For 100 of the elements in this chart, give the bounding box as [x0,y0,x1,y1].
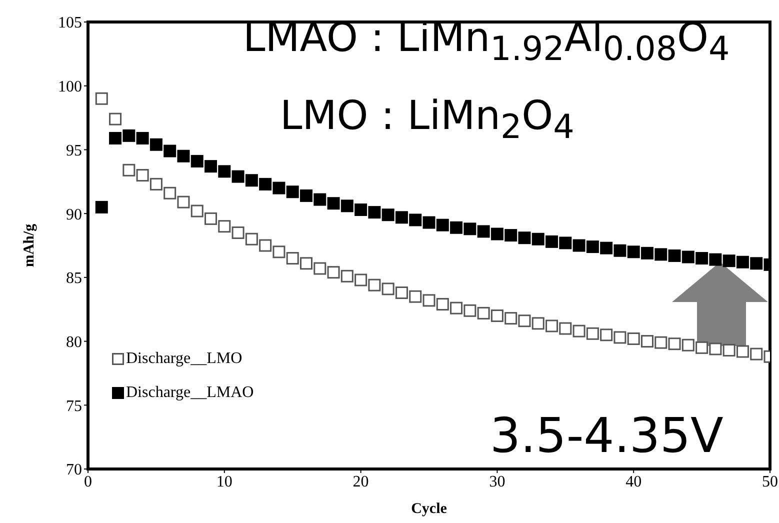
point [109,132,122,144]
point [668,338,681,350]
point [245,232,258,246]
point [627,332,640,345]
point [464,222,476,236]
point [368,278,381,292]
point [709,342,722,356]
point [450,302,463,314]
point [559,236,572,250]
point [572,239,586,252]
point [614,331,626,344]
point [164,186,176,200]
x-tick-label: 20 [352,473,369,490]
point [382,282,394,296]
point [559,322,572,335]
point [286,186,299,198]
point [750,348,763,360]
point [682,250,694,264]
point [736,345,749,358]
point [614,244,626,257]
point [340,270,354,282]
y-tick-label: 100 [58,78,82,96]
point [204,160,218,173]
y-tick-label: 95 [66,142,82,160]
y-tick-label: 70 [66,462,82,479]
point [272,246,286,258]
point [627,246,640,258]
y-tick-label: 80 [66,334,82,351]
point [136,132,149,144]
point [736,256,749,268]
point [586,327,599,340]
point [218,220,231,233]
y-tick-label: 90 [66,206,82,224]
point [504,229,518,242]
point [409,290,422,303]
point [490,228,504,240]
point [314,262,326,275]
point [409,214,422,226]
point [164,144,176,158]
x-tick-label: 10 [216,473,232,490]
x-tick-label: 40 [626,473,642,490]
point [95,92,108,105]
point [722,254,736,268]
x-tick-label: 0 [84,473,92,490]
point [327,266,340,279]
point [546,235,558,248]
point [668,249,681,262]
point [477,225,490,238]
x-axis-title: Cycle [411,501,448,517]
annotation: LMO : LiMn$_{2}$O$_{4}$ [280,92,574,147]
point [272,182,286,194]
point [327,197,340,210]
point [600,328,613,342]
point [382,208,394,222]
point [682,338,694,352]
point [300,257,312,270]
point [190,154,204,168]
point [654,336,668,349]
point [654,248,668,261]
point [354,274,368,286]
point [709,253,722,266]
y-tick-label: 75 [66,398,82,415]
legend-label: Discharge__LMO [126,350,242,368]
point [696,341,708,354]
point [95,200,108,214]
point [150,178,162,190]
point [218,165,231,178]
point [136,169,149,182]
point [436,298,449,310]
point [177,150,190,162]
y-tick-label: 85 [66,270,82,288]
point [340,200,354,212]
point [518,232,531,244]
point [696,252,708,265]
y-tick-label: 105 [58,14,82,32]
point [286,252,299,265]
point [464,304,476,317]
point [477,306,490,320]
annotation: 3.5-4.35V [490,408,724,466]
y-axis-title: mAh/g [21,223,38,268]
point [722,344,736,356]
point [395,211,408,224]
point [450,221,463,234]
point [640,246,654,260]
point [300,189,312,202]
x-tick-label: 30 [489,473,506,490]
point [422,294,436,307]
point [314,193,326,206]
point [504,312,518,325]
x-tick-label: 50 [762,473,778,490]
point [600,242,613,254]
point [395,286,408,300]
point [122,129,136,142]
point [532,317,544,330]
point [109,112,122,126]
point [232,226,244,239]
point [546,320,558,332]
point [122,164,136,176]
point [572,324,586,338]
point [518,314,531,328]
